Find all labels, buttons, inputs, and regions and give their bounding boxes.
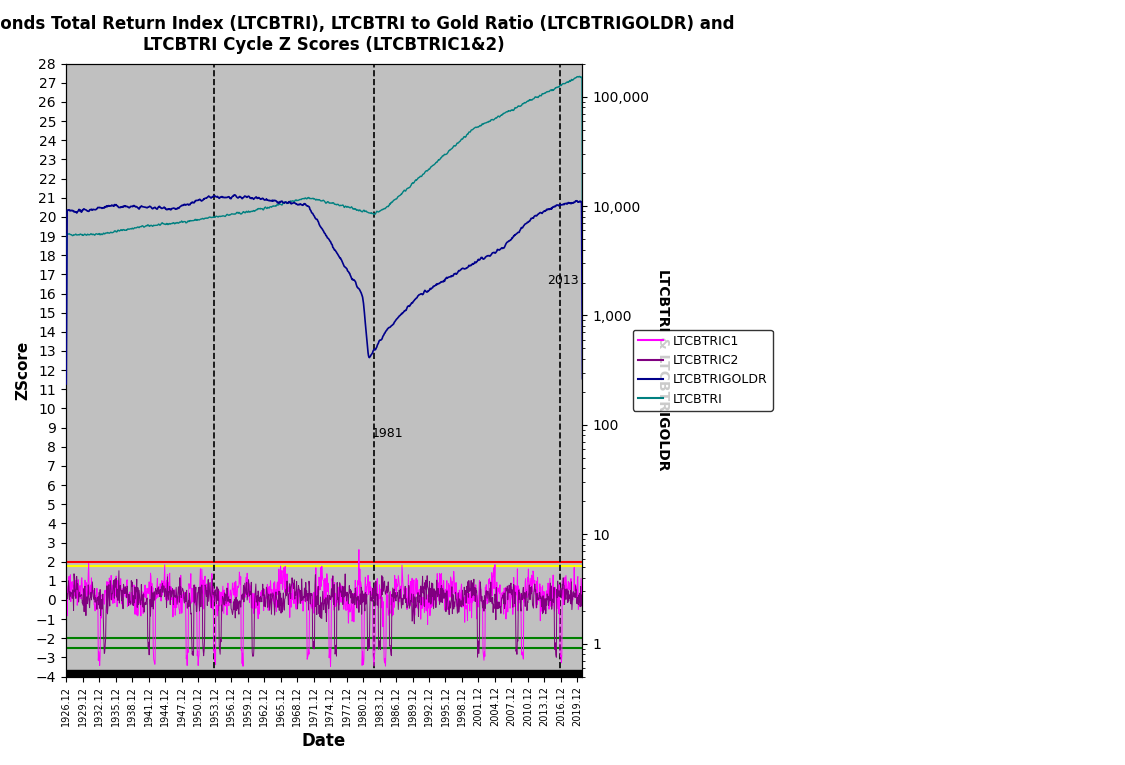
Text: 1981: 1981 [371,427,403,440]
Y-axis label: ZScore: ZScore [15,340,30,400]
Legend: LTCBTRIC1, LTCBTRIC2, LTCBTRIGOLDR, LTCBTRI: LTCBTRIC1, LTCBTRIC2, LTCBTRIGOLDR, LTCB… [632,330,773,411]
X-axis label: Date: Date [302,732,346,750]
Bar [65,670,583,676]
Text: 2013: 2013 [547,274,578,287]
Y-axis label: LTCBTRI & LTCBTRIGOLDR: LTCBTRI & LTCBTRIGOLDR [656,269,670,471]
Title: LT Corp Bonds Total Return Index (LTCBTRI), LTCBTRI to Gold Ratio (LTCBTRIGOLDR): LT Corp Bonds Total Return Index (LTCBTR… [0,15,735,54]
